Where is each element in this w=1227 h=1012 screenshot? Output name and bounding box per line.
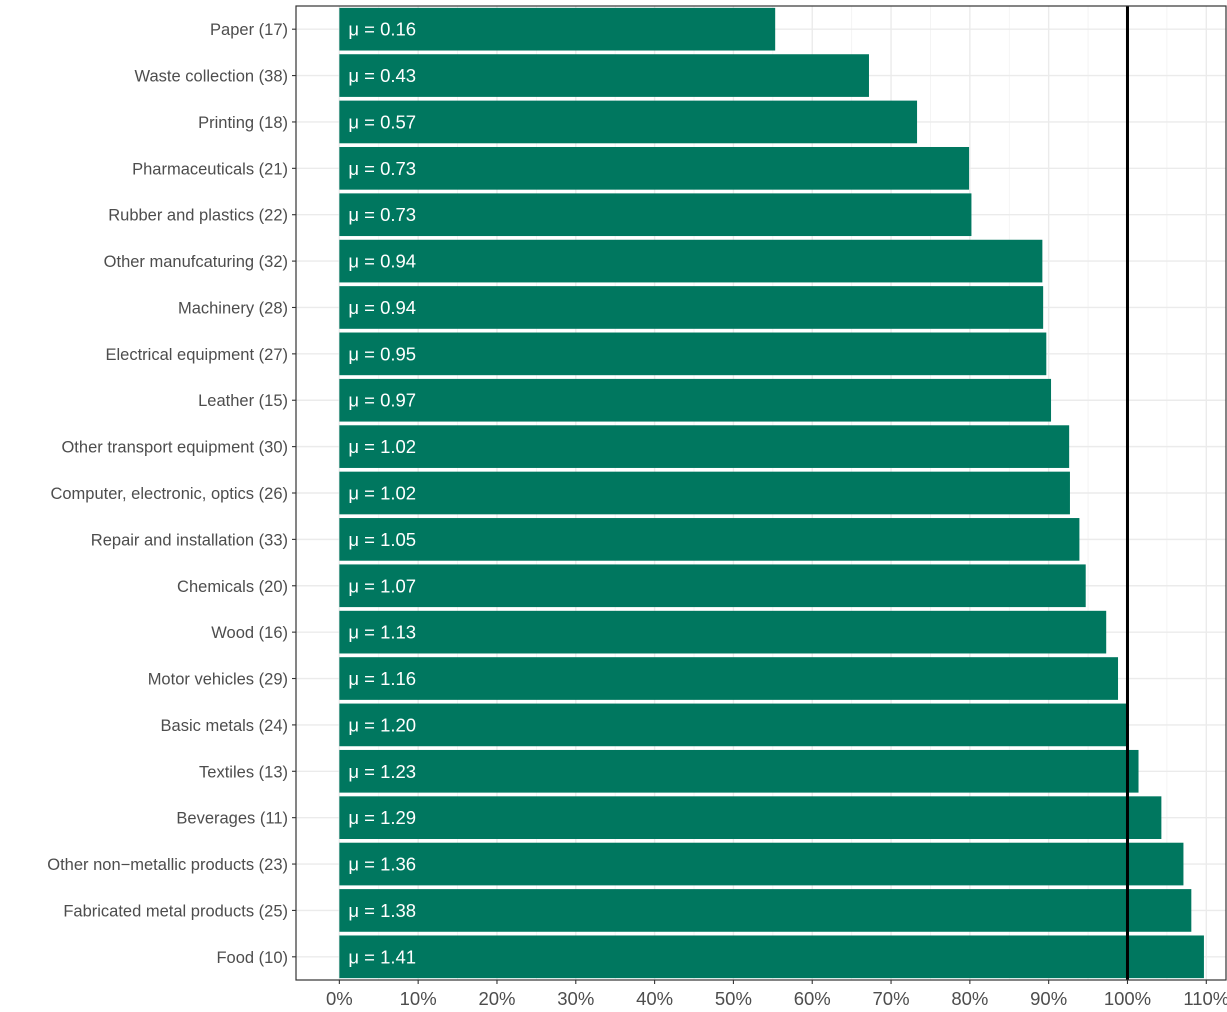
bar — [339, 749, 1139, 793]
y-category-label: Textiles (13) — [199, 763, 288, 781]
y-category-label: Chemicals (20) — [177, 578, 288, 596]
bar-value-label: μ = 0.94 — [348, 251, 416, 272]
bar-value-label: μ = 0.97 — [348, 390, 416, 411]
y-category-label: Basic metals (24) — [161, 717, 288, 735]
y-category-label: Rubber and plastics (22) — [108, 207, 288, 225]
x-axis: 0% 10% 20% 30% 40% 50% 60% 70% 80% 90% 100% 110% — [326, 980, 1227, 1009]
bar-value-label: μ = 1.36 — [348, 854, 416, 875]
bar — [339, 657, 1119, 700]
bar — [339, 332, 1047, 376]
y-category-label: Printing (18) — [198, 114, 288, 132]
x-tick-label: 100% — [1104, 988, 1151, 1009]
y-category-label: Leather (15) — [198, 392, 288, 410]
y-category-label: Waste collection (38) — [135, 68, 288, 86]
x-tick-label: 70% — [873, 988, 910, 1009]
x-tick-label: 30% — [557, 988, 594, 1009]
bar — [339, 286, 1044, 329]
bar-value-label: μ = 1.07 — [348, 575, 416, 596]
y-category-label: Repair and installation (33) — [91, 531, 288, 549]
bar — [339, 471, 1070, 515]
y-category-label: Other transport equipment (30) — [61, 439, 288, 457]
y-category-label: Computer, electronic, optics (26) — [50, 485, 288, 503]
y-category-label: Beverages (11) — [176, 810, 288, 828]
y-category-label: Fabricated metal products (25) — [63, 902, 288, 920]
y-category-label: Pharmaceuticals (21) — [132, 160, 288, 178]
bar — [339, 193, 972, 237]
bar-value-label: μ = 0.73 — [348, 204, 416, 225]
bar-value-label: μ = 0.43 — [348, 65, 416, 86]
bar-layer — [339, 7, 1204, 979]
bar — [339, 7, 776, 51]
bar-value-label: μ = 1.20 — [348, 714, 416, 735]
bar — [339, 100, 918, 144]
bar — [339, 796, 1162, 840]
bar — [339, 54, 869, 97]
bar — [339, 518, 1080, 561]
x-tick-label: 0% — [326, 988, 353, 1009]
bar — [339, 425, 1070, 468]
bar — [339, 935, 1204, 979]
y-category-label: Other non−metallic products (23) — [47, 856, 288, 874]
bar — [339, 378, 1052, 422]
bar-label-layer: μ = 0.16 μ = 0.43 μ = 0.57 μ = 0.73 μ = 0.73… — [348, 19, 416, 968]
bar-value-label: μ = 0.57 — [348, 111, 416, 132]
x-tick-label: 10% — [400, 988, 437, 1009]
x-tick-label: 60% — [794, 988, 831, 1009]
y-category-label: Machinery (28) — [178, 299, 288, 317]
bar-value-label: μ = 1.38 — [348, 900, 416, 921]
x-tick-label: 110% — [1183, 988, 1227, 1009]
y-category-label: Paper (17) — [210, 21, 288, 39]
x-tick-label: 80% — [951, 988, 988, 1009]
bar-value-label: μ = 1.29 — [348, 807, 416, 828]
bar-value-label: μ = 1.13 — [348, 622, 416, 643]
bar-value-label: μ = 0.95 — [348, 343, 416, 364]
x-tick-label: 20% — [478, 988, 515, 1009]
y-category-label: Other manufcaturing (32) — [104, 253, 288, 271]
bar — [339, 842, 1184, 886]
bar — [339, 564, 1086, 608]
bar-value-label: μ = 1.02 — [348, 436, 416, 457]
x-tick-label: 90% — [1030, 988, 1067, 1009]
bar-value-label: μ = 1.23 — [348, 761, 416, 782]
x-tick-label: 50% — [715, 988, 752, 1009]
bar-value-label: μ = 1.05 — [348, 529, 416, 550]
y-category-label: Electrical equipment (27) — [106, 346, 289, 364]
bar — [339, 146, 970, 190]
bar-value-label: μ = 0.16 — [348, 19, 416, 40]
bar — [339, 239, 1043, 283]
bar — [339, 610, 1107, 654]
y-category-label: Wood (16) — [211, 624, 288, 642]
y-category-label: Motor vehicles (29) — [148, 671, 288, 689]
y-axis: Paper (17) Waste collection (38) Printing … — [47, 21, 296, 967]
bar-value-label: μ = 0.73 — [348, 158, 416, 179]
x-tick-label: 40% — [636, 988, 673, 1009]
bar-value-label: μ = 1.41 — [348, 946, 416, 967]
bar-value-label: μ = 1.16 — [348, 668, 416, 689]
bar-value-label: μ = 1.02 — [348, 483, 416, 504]
bar-value-label: μ = 0.94 — [348, 297, 416, 318]
bar — [339, 703, 1129, 747]
y-category-label: Food (10) — [216, 949, 288, 967]
bar — [339, 889, 1192, 932]
